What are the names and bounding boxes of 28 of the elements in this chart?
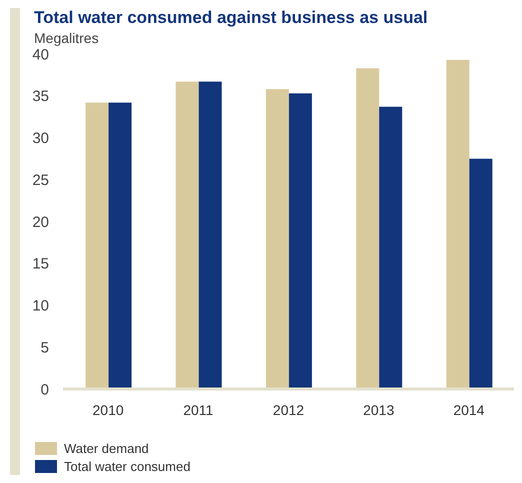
bar — [469, 158, 492, 389]
bar — [198, 82, 222, 389]
x-tick-label: 2011 — [183, 402, 214, 418]
bar — [176, 82, 199, 389]
x-tick-label: 2014 — [453, 402, 485, 418]
bar — [108, 102, 132, 389]
bar — [379, 106, 402, 389]
x-tick-label: 2013 — [363, 402, 394, 418]
y-tick-label: 30 — [32, 130, 49, 148]
y-tick-label: 0 — [40, 381, 49, 398]
y-tick-label: 15 — [32, 256, 49, 273]
y-tick-label: 40 — [32, 46, 49, 64]
legend-label: Water demand — [64, 440, 149, 456]
y-tick-label: 20 — [32, 214, 49, 231]
bar — [266, 89, 289, 389]
chart-title: Total water consumed against business as usual — [34, 8, 428, 28]
y-axis-title: Megalitres — [34, 30, 99, 46]
x-tick-label: 2012 — [272, 402, 304, 418]
y-tick-label: 25 — [32, 172, 49, 189]
bar — [86, 102, 109, 389]
x-tick-label: 2010 — [92, 402, 124, 418]
y-tick-label: 35 — [32, 88, 49, 106]
bar — [356, 68, 380, 389]
y-tick-label: 5 — [40, 339, 49, 356]
y-tick-label: 10 — [32, 298, 49, 315]
bar — [446, 60, 470, 389]
bar — [288, 93, 312, 389]
legend-label: Total water consumed — [64, 458, 190, 474]
